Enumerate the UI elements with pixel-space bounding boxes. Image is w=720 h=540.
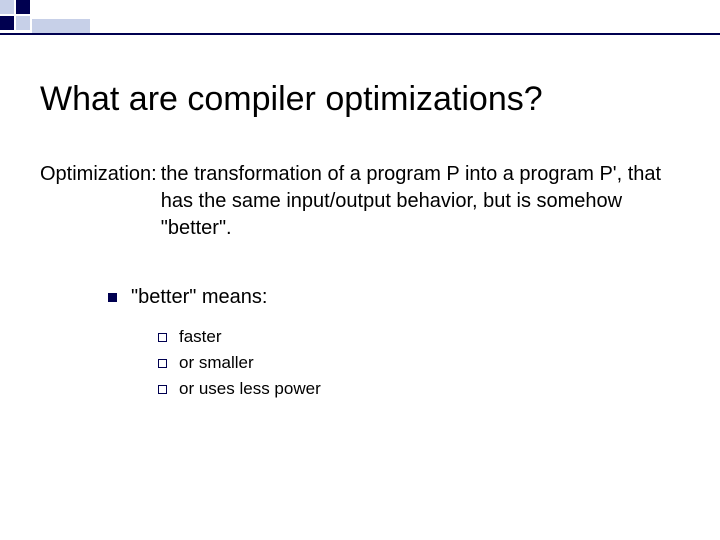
sub-item-text: or smaller (179, 353, 254, 373)
list-item: or smaller (158, 353, 680, 373)
horizontal-rule (0, 33, 720, 35)
hollow-square-icon (158, 359, 167, 368)
definition-block: Optimization: the transformation of a pr… (40, 161, 680, 242)
definition-body: the transformation of a program P into a… (157, 161, 680, 242)
definition-term: Optimization: (40, 161, 157, 242)
hollow-square-icon (158, 333, 167, 342)
corner-decoration (0, 0, 90, 30)
list-item: or uses less power (158, 379, 680, 399)
bullet-label: "better" means: (131, 286, 267, 309)
list-item: faster (158, 327, 680, 347)
slide-content: What are compiler optimizations? Optimiz… (40, 80, 680, 405)
square-bullet-icon (108, 293, 117, 302)
sub-list: faster or smaller or uses less power (158, 327, 680, 399)
sub-item-text: or uses less power (179, 379, 321, 399)
sub-item-text: faster (179, 327, 222, 347)
slide-title: What are compiler optimizations? (40, 80, 680, 119)
bullet-item: "better" means: (108, 286, 680, 309)
hollow-square-icon (158, 385, 167, 394)
